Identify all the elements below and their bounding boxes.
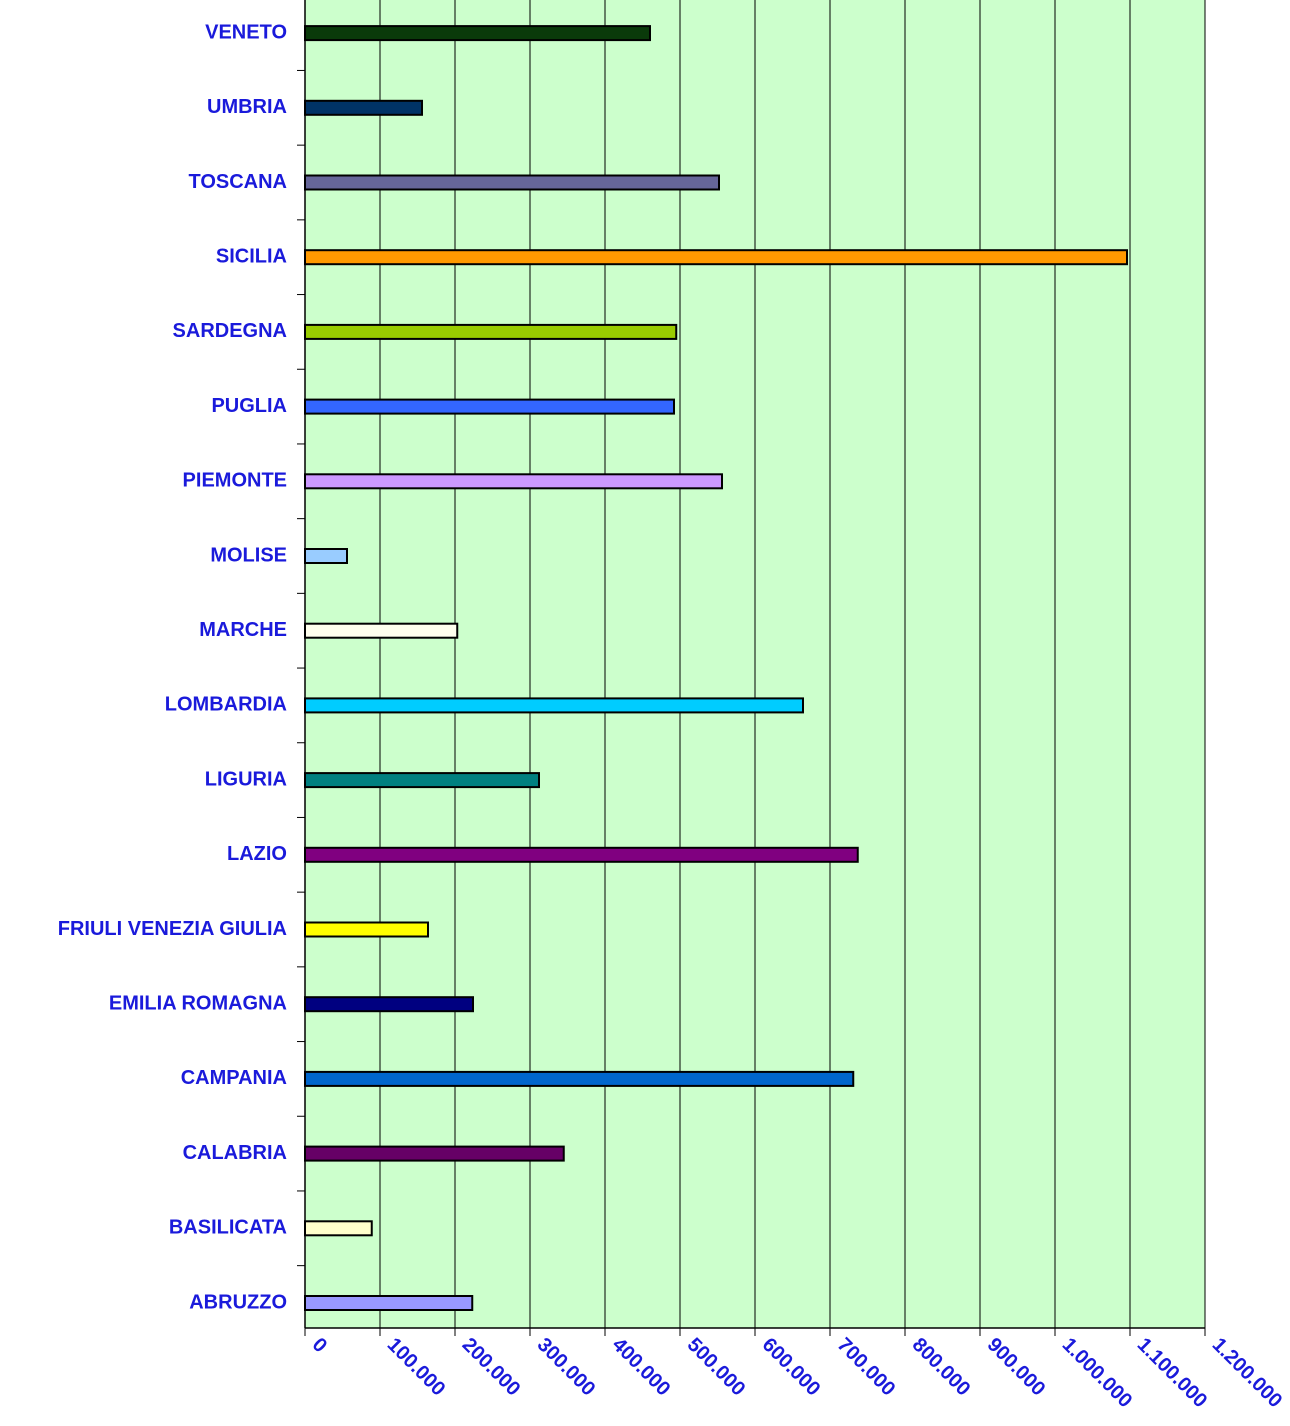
- y-tick-label: SICILIA: [216, 245, 287, 267]
- y-tick-label: VENETO: [205, 21, 287, 43]
- y-tick-label: BASILICATA: [169, 1217, 287, 1239]
- x-tick-label: 600.000: [758, 1334, 825, 1401]
- x-tick-label: 800.000: [908, 1334, 975, 1401]
- y-tick-label: EMILIA ROMAGNA: [109, 992, 287, 1014]
- bar: [304, 1145, 565, 1162]
- x-tick-label: 700.000: [833, 1334, 900, 1401]
- y-tick-label: LIGURIA: [205, 768, 287, 790]
- y-tick-label: FRIULI VENEZIA GIULIA: [58, 918, 287, 940]
- x-tick-label: 400.000: [608, 1334, 675, 1401]
- y-tick-label: CAMPANIA: [181, 1067, 287, 1089]
- bar: [304, 1295, 474, 1311]
- bar: [304, 622, 459, 639]
- bar: [304, 697, 804, 714]
- x-tick-label: 1.200.000: [1208, 1334, 1286, 1412]
- x-tick-label: 200.000: [458, 1334, 525, 1401]
- y-tick-label: MOLISE: [210, 544, 287, 566]
- bar: [304, 772, 540, 789]
- bar: [304, 1070, 855, 1087]
- x-tick-label: 1.000.000: [1058, 1334, 1136, 1412]
- bar: [304, 174, 720, 191]
- x-tick-label: 100.000: [383, 1334, 450, 1401]
- y-tick-label: LAZIO: [227, 843, 287, 865]
- y-tick-label: PUGLIA: [211, 395, 287, 417]
- bar: [304, 1220, 373, 1237]
- y-tick-label: LOMBARDIA: [165, 694, 287, 716]
- y-tick-label: SARDEGNA: [173, 320, 287, 342]
- bar: [304, 548, 348, 564]
- x-tick-label: 0: [308, 1334, 331, 1357]
- x-tick-label: 1.100.000: [1133, 1334, 1211, 1412]
- y-tick-label: PIEMONTE: [183, 470, 287, 492]
- bar: [304, 99, 423, 116]
- y-tick-label: UMBRIA: [207, 96, 287, 118]
- bar: [304, 398, 675, 415]
- bar: [304, 25, 651, 42]
- bar: [304, 921, 429, 938]
- bar: [304, 846, 859, 863]
- x-tick-label: 500.000: [683, 1334, 750, 1401]
- y-tick-label: MARCHE: [199, 619, 287, 641]
- bar: [304, 323, 678, 340]
- y-tick-label: TOSCANA: [188, 171, 287, 193]
- y-tick-label: ABRUZZO: [189, 1291, 287, 1313]
- bar: [304, 996, 474, 1013]
- bar: [304, 473, 723, 490]
- x-tick-label: 300.000: [533, 1334, 600, 1401]
- x-tick-label: 900.000: [983, 1334, 1050, 1401]
- y-tick-label: CALABRIA: [183, 1142, 287, 1164]
- bar: [304, 249, 1128, 266]
